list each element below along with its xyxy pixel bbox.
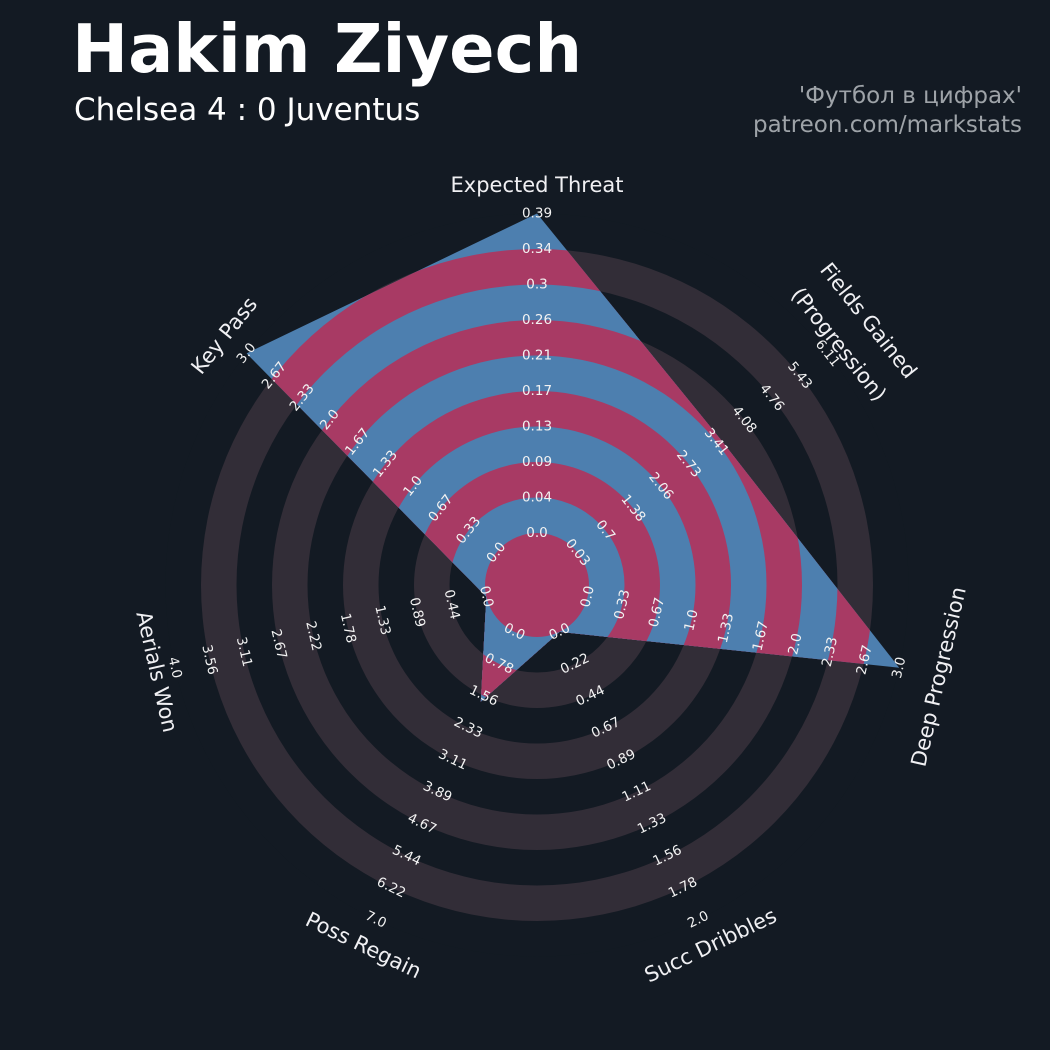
radar-tick-label: 0.89 [406,596,428,629]
page-title: Hakim Ziyech [72,10,583,88]
credit-brand-text: 'Футбол в цифрах' [798,83,1022,109]
radar-tick-label: 3.56 [198,643,220,676]
radar-tick-label: 1.0 [681,608,701,633]
radar-tick-label: 0.33 [611,588,633,621]
radar-tick-label: 0.26 [522,312,552,328]
radar-center-disc [485,533,589,637]
match-score-subtitle: Chelsea 4 : 0 Juventus [74,92,421,128]
radar-tick-label: 0.67 [646,596,668,629]
credits-block: 'Футбол в цифрах' patreon.com/markstats [753,82,1022,140]
radar-tick-label: 0.21 [522,348,552,364]
radar-tick-label: 0.0 [526,525,547,541]
radar-tick-label: 2.22 [302,620,324,653]
radar-tick-label: 1.67 [750,620,772,653]
radar-tick-label: 3.11 [233,635,255,668]
radar-tick-label: 3.0 [889,655,909,680]
radar-tick-label: 0.09 [522,454,552,470]
radar-tick-label: 4.0 [165,655,185,680]
radar-tick-label: 0.0 [476,584,496,609]
radar-tick-label: 0.39 [522,206,552,222]
radar-tick-label: 2.33 [819,635,841,668]
radar-tick-label: 1.33 [371,604,393,637]
credit-patreon-link-text: patreon.com/markstats [752,112,1022,138]
radar-tick-label: 2.67 [853,643,875,676]
radar-tick-label: 2.67 [267,628,289,661]
radar-axis-label: Expected Threat [451,173,624,197]
radar-tick-label: 0.04 [522,490,552,506]
radar-tick-label: 0.3 [526,277,547,293]
radar-tick-label: 0.34 [522,241,552,257]
radar-tick-label: 1.78 [337,612,359,645]
radar-tick-label: 0.17 [522,383,552,399]
radar-tick-label: 2.0 [785,632,805,657]
radar-axis-label: Deep Progression [907,585,971,769]
radar-tick-label: 1.33 [715,612,737,645]
radar-tick-label: 0.13 [522,419,552,435]
radar-tick-label: 0.44 [441,588,463,621]
radar-tick-label: 0.0 [577,584,597,609]
